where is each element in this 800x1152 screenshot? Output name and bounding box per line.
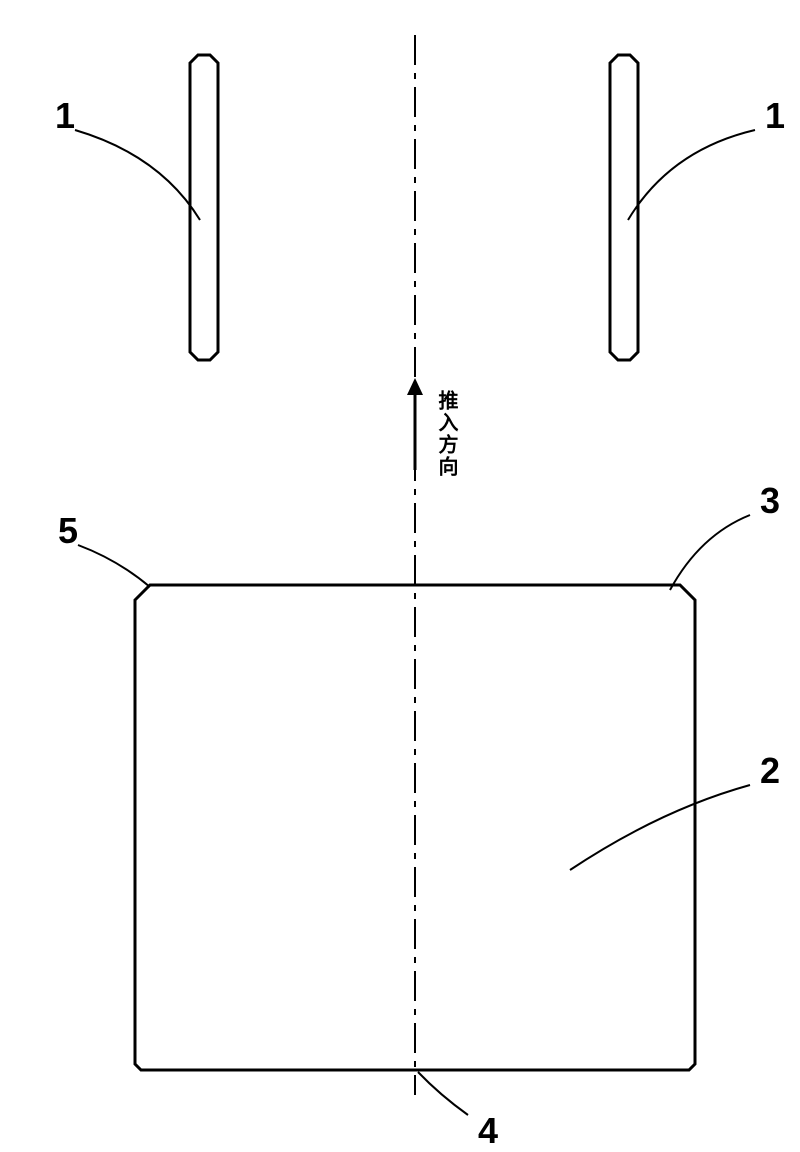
direction-text: 推入方向 <box>432 390 461 478</box>
label-1-left: 1 <box>55 95 75 137</box>
leader-2 <box>570 785 750 870</box>
leader-4 <box>418 1072 468 1115</box>
leader-1-left <box>75 130 200 220</box>
leader-3 <box>670 515 750 590</box>
label-4: 4 <box>478 1110 498 1152</box>
right-bar <box>610 55 638 360</box>
label-1-right: 1 <box>765 95 785 137</box>
label-3: 3 <box>760 480 780 522</box>
leader-5 <box>78 545 150 587</box>
label-5: 5 <box>58 510 78 552</box>
label-2: 2 <box>760 750 780 792</box>
left-bar <box>190 55 218 360</box>
direction-arrow <box>407 378 423 470</box>
leader-1-right <box>628 130 755 220</box>
technical-diagram <box>0 0 800 1147</box>
